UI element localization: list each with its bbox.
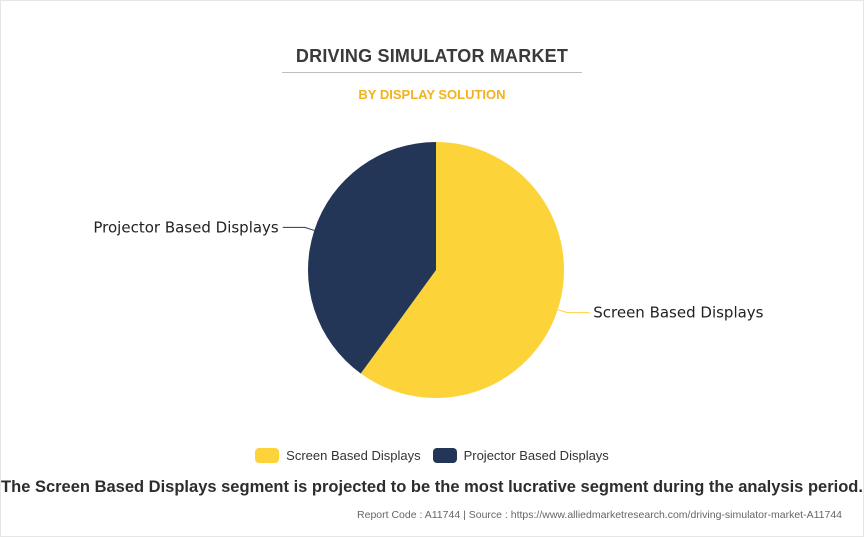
leader-line-screen-based-displays [557,309,590,314]
slice-label-screen-based-displays: Screen Based Displays [593,304,763,322]
legend-item-projector[interactable]: Projector Based Displays [432,448,609,463]
title-divider [282,72,582,73]
legend-item-screen[interactable]: Screen Based Displays [255,448,421,463]
legend-label-screen: Screen Based Displays [286,448,421,463]
legend-swatch-projector [432,448,457,463]
pie-slice-projector-based-displays[interactable] [308,142,436,374]
legend: Screen Based Displays Projector Based Di… [0,448,864,463]
pie-slice-screen-based-displays[interactable] [360,142,564,399]
key-takeaway: The Screen Based Displays segment is pro… [1,478,863,496]
source-note: Report Code : A11744 | Source : https://… [357,509,842,521]
legend-swatch-screen [255,448,280,463]
chart-title: DRIVING SIMULATOR MARKET [295,46,569,66]
slice-label-projector-based-displays: Projector Based Displays [93,218,279,236]
chart-subtitle: BY DISPLAY SOLUTION [358,87,506,102]
legend-label-projector: Projector Based Displays [463,448,609,463]
leader-line-projector-based-displays [282,226,315,231]
